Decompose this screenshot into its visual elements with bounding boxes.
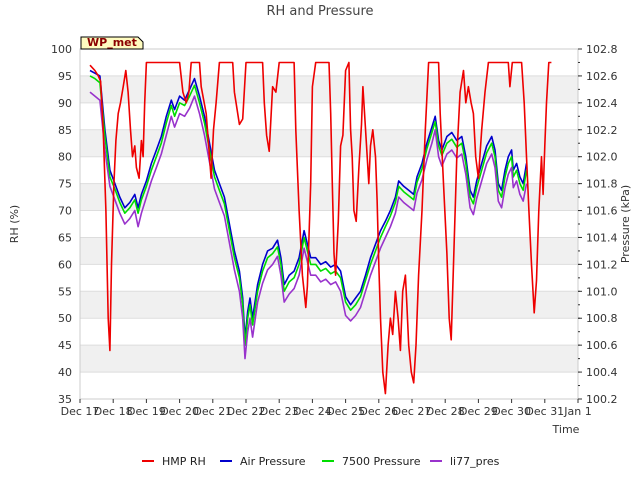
band bbox=[80, 345, 578, 373]
band bbox=[80, 291, 578, 319]
y-left-tick-label: 35 bbox=[58, 393, 72, 406]
legend-label: HMP RH bbox=[162, 455, 206, 468]
series-line-li77-pres bbox=[89, 91, 528, 360]
series-line-hmp-rh bbox=[89, 61, 552, 395]
y-axis-right: 100.2 100.4 100.6 100.8 101.0 101.2 101.4 101.6… bbox=[578, 43, 618, 406]
series-line-air-pressure bbox=[89, 69, 528, 340]
y-left-tick-label: 70 bbox=[58, 205, 72, 218]
y-left-tick-label: 95 bbox=[58, 70, 72, 83]
y-axis-left-label: RH (%) bbox=[8, 205, 21, 243]
y-axis-left: 35 40 45 50 55 60 65 70 75 80 85 90 95 100 bbox=[51, 43, 72, 406]
site-badge: WP_met bbox=[80, 36, 144, 50]
y-left-tick-label: 50 bbox=[58, 312, 72, 325]
x-tick-label: Dec 20 bbox=[160, 405, 199, 418]
y-right-tick-label: 101.6 bbox=[586, 205, 618, 218]
x-tick-label: Dec 27 bbox=[393, 405, 432, 418]
x-tick-label: Dec 19 bbox=[127, 405, 166, 418]
y-left-tick-label: 40 bbox=[58, 366, 72, 379]
x-tick-label: Dec 24 bbox=[293, 405, 332, 418]
y-right-tick-label: 101.8 bbox=[586, 178, 618, 191]
y-right-tick-label: 102.4 bbox=[586, 97, 618, 110]
legend-label: 7500 Pressure bbox=[342, 455, 421, 468]
y-left-tick-label: 55 bbox=[58, 285, 72, 298]
y-left-tick-label: 90 bbox=[58, 97, 72, 110]
y-right-tick-label: 102.8 bbox=[586, 43, 618, 56]
y-right-tick-label: 101.4 bbox=[586, 231, 618, 244]
x-tick-label: Dec 28 bbox=[426, 405, 465, 418]
y-left-tick-label: 65 bbox=[58, 231, 72, 244]
y-right-tick-label: 100.2 bbox=[586, 393, 618, 406]
y-left-tick-label: 75 bbox=[58, 178, 72, 191]
x-tick-label: Dec 23 bbox=[260, 405, 299, 418]
x-tick-label: Dec 25 bbox=[326, 405, 365, 418]
y-right-tick-label: 100.8 bbox=[586, 312, 618, 325]
y-right-tick-label: 100.4 bbox=[586, 366, 618, 379]
background-bands bbox=[80, 75, 578, 373]
x-tick-label: Dec 18 bbox=[94, 405, 133, 418]
x-tick-label: Dec 26 bbox=[359, 405, 398, 418]
chart-title: RH and Pressure bbox=[266, 4, 373, 19]
y-right-tick-label: 101.0 bbox=[586, 285, 618, 298]
x-tick-label: Dec 29 bbox=[459, 405, 498, 418]
x-tick-label: Dec 21 bbox=[193, 405, 232, 418]
site-label: WP_met bbox=[87, 36, 137, 49]
y-left-tick-label: 80 bbox=[58, 151, 72, 164]
x-tick-label: Dec 30 bbox=[492, 405, 531, 418]
y-right-tick-label: 102.6 bbox=[586, 70, 618, 83]
series-layer bbox=[89, 61, 552, 395]
x-tick-label: Dec 17 bbox=[61, 405, 100, 418]
y-right-tick-label: 102.0 bbox=[586, 151, 618, 164]
x-tick-label: Jan 1 bbox=[563, 405, 591, 418]
band bbox=[80, 183, 578, 211]
y-right-tick-label: 102.2 bbox=[586, 124, 618, 137]
y-right-tick-label: 101.2 bbox=[586, 258, 618, 271]
y-left-tick-label: 100 bbox=[51, 43, 72, 56]
x-tick-label: Dec 31 bbox=[525, 405, 564, 418]
y-left-tick-label: 60 bbox=[58, 258, 72, 271]
x-tick-label: Dec 22 bbox=[227, 405, 266, 418]
x-axis-label: Time bbox=[552, 423, 580, 436]
legend-label: li77_pres bbox=[450, 455, 500, 468]
band bbox=[80, 237, 578, 265]
legend-label: Air Pressure bbox=[240, 455, 306, 468]
y-right-tick-label: 100.6 bbox=[586, 339, 618, 352]
y-axis-right-label: Pressure (kPa) bbox=[619, 185, 632, 263]
legend: HMP RH Air Pressure 7500 Pressure li77_pres bbox=[142, 455, 500, 468]
series-line-7500-pressure bbox=[89, 75, 528, 346]
y-left-tick-label: 85 bbox=[58, 124, 72, 137]
y-left-tick-label: 45 bbox=[58, 339, 72, 352]
